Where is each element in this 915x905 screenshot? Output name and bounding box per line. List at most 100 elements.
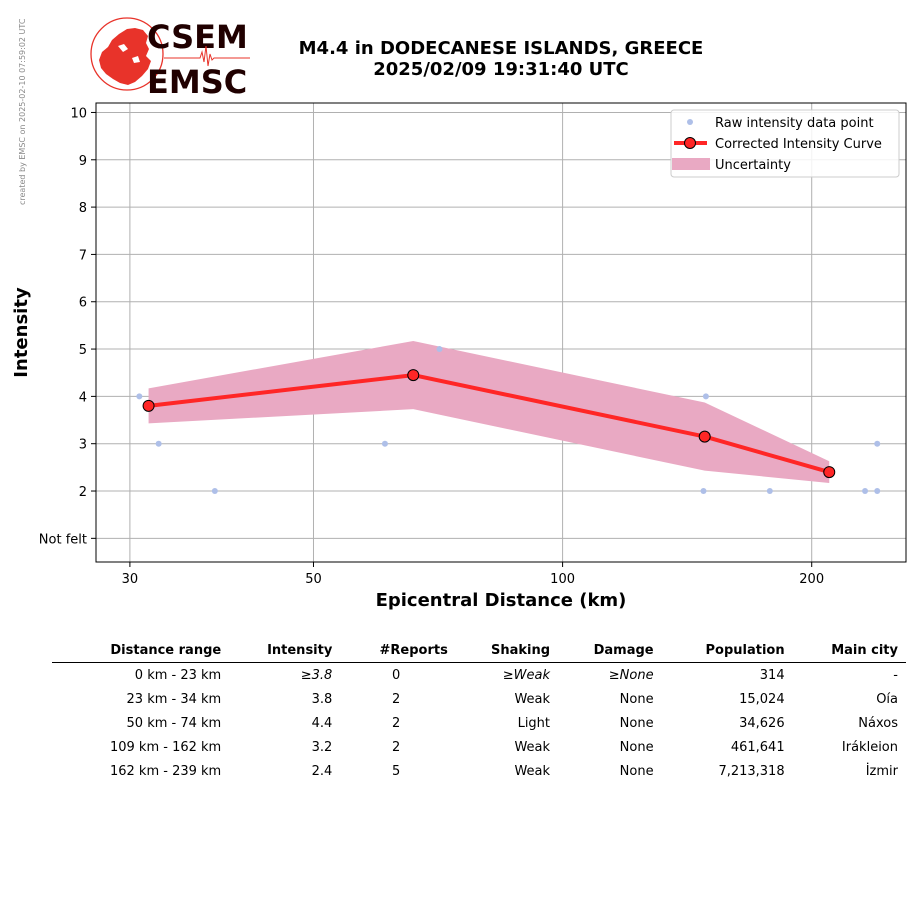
column-header-1: Intensity	[229, 640, 341, 663]
curve-point-0	[142, 399, 155, 412]
column-header-3: Shaking	[455, 640, 559, 663]
legend-box	[670, 109, 900, 178]
table-cell: 3.2	[311, 739, 333, 755]
table-cell: 2	[391, 715, 401, 731]
column-header-0: Distance range	[52, 640, 230, 663]
table-cell: Irákleion	[841, 739, 898, 755]
title-event: M4.4 in DODECANESE ISLANDS, GREECE	[298, 38, 704, 59]
table-cell: 4.4	[311, 715, 333, 731]
table-cell: ≥3.8	[300, 667, 333, 683]
logo-globe-ring	[90, 17, 164, 91]
y-tick-label-3: 3	[79, 438, 87, 453]
table-cell: 0 km - 23 km	[134, 667, 222, 683]
table-row: 0 km - 23 km ≥3.8 0 ≥Weak ≥None 314 -	[52, 663, 906, 688]
table-cell: Weak	[514, 763, 551, 779]
column-header-5: Population	[661, 640, 793, 663]
column-header-2: #Reports	[340, 640, 456, 663]
table-cell: 162 km - 239 km	[109, 763, 222, 779]
legend-curve-label: Corrected Intensity Curve	[715, 137, 882, 152]
y-tick-label-8: 8	[79, 201, 87, 216]
intensity-chart: 30 50 100 200 Not felt 2 3 4 5 6 7 8 9 10 Epicentral D…	[11, 102, 907, 611]
y-tick-label-7: 7	[79, 248, 87, 263]
table-cell: Oía	[876, 691, 898, 707]
table-cell: 7,213,318	[718, 763, 785, 779]
table-cell: ≥Weak	[502, 667, 551, 683]
legend-curve-marker	[684, 137, 696, 149]
logo-text-emsc: EMSC	[147, 63, 247, 98]
title-datetime: 2025/02/09 19:31:40 UTC	[373, 59, 629, 80]
legend-raw-label: Raw intensity data point	[715, 116, 874, 131]
x-tick-label-50: 50	[305, 572, 322, 587]
table-cell: None	[619, 763, 654, 779]
raw-point-1	[155, 440, 162, 447]
csem-emsc-logo: CSEM EMSC	[90, 17, 250, 98]
table-cell: İzmir	[865, 763, 898, 779]
legend-band-swatch	[672, 158, 710, 170]
column-header-4: Damage	[558, 640, 662, 663]
table-cell: 0	[391, 667, 401, 683]
curve-point-3	[823, 466, 836, 479]
table-cell: None	[619, 715, 654, 731]
y-axis-label: Intensity	[11, 287, 32, 378]
logo-seismogram	[164, 45, 250, 67]
y-tick-label-9: 9	[79, 154, 87, 169]
chart-title: M4.4 in DODECANESE ISLANDS, GREECE 2025/…	[270, 38, 732, 80]
table-row: 50 km - 74 km 4.4 2 Light None 34,626 Náxos	[52, 711, 906, 735]
raw-point-10	[874, 488, 881, 495]
x-tick-label-200: 200	[799, 572, 824, 587]
table-cell: None	[619, 739, 654, 755]
raw-point-3	[381, 440, 388, 447]
table-body: 0 km - 23 km ≥3.8 0 ≥Weak ≥None 314 - 23 km - 3…	[52, 663, 906, 784]
table-cell: 461,641	[730, 739, 785, 755]
raw-point-9	[874, 440, 881, 447]
raw-point-8	[862, 488, 869, 495]
raw-point-5	[702, 393, 709, 400]
raw-point-7	[766, 488, 773, 495]
table-cell: 15,024	[739, 691, 785, 707]
y-tick-label-10: 10	[70, 106, 87, 121]
y-tick-label-1: Not felt	[39, 532, 87, 547]
table-cell: 3.8	[311, 691, 333, 707]
table-cell: 50 km - 74 km	[126, 715, 222, 731]
logo-map-detail	[118, 44, 140, 63]
table-cell: 2	[391, 739, 401, 755]
table-header-row: Distance range Intensity #Reports Shaking Da…	[52, 640, 906, 663]
table-cell: 314	[759, 667, 785, 683]
table-cell: None	[619, 691, 654, 707]
table-row: 162 km - 239 km 2.4 5 Weak None 7,213,318 İzmi…	[52, 759, 906, 783]
column-header-6: Main city	[792, 640, 906, 663]
table-cell: Weak	[514, 691, 551, 707]
corrected-curve-line	[148, 373, 830, 475]
raw-point-6	[700, 488, 707, 495]
table-cell: Weak	[514, 739, 551, 755]
x-tick-label-100: 100	[550, 572, 575, 587]
plot-frame	[95, 102, 907, 563]
table-cell: 109 km - 162 km	[109, 739, 222, 755]
y-tick-label-5: 5	[79, 343, 87, 358]
y-tick-label-2: 2	[79, 485, 87, 500]
table-cell: 23 km - 34 km	[126, 691, 222, 707]
table-row: 109 km - 162 km 3.2 2 Weak None 461,641 Irákle…	[52, 735, 906, 759]
table-cell: 34,626	[739, 715, 785, 731]
legend-raw-marker	[687, 119, 693, 125]
logo-europe-map	[99, 28, 151, 85]
x-tick-label-30: 30	[122, 572, 139, 587]
y-tick-label-4: 4	[79, 390, 87, 405]
table-cell: Náxos	[858, 715, 898, 731]
table-cell: 2.4	[311, 763, 333, 779]
curve-point-1	[407, 369, 420, 382]
uncertainty-band	[148, 341, 830, 483]
raw-point-0	[136, 393, 143, 400]
table-cell: 5	[391, 763, 401, 779]
raw-point-2	[211, 488, 218, 495]
curve-point-2	[698, 430, 711, 443]
table-cell: 2	[391, 691, 401, 707]
legend-band-label: Uncertainty	[715, 158, 791, 173]
raw-point-4	[436, 346, 443, 353]
y-tick-label-6: 6	[79, 296, 87, 311]
table-cell: ≥None	[608, 667, 654, 683]
x-axis-label: Epicentral Distance (km)	[376, 590, 627, 611]
intensity-table: Distance range Intensity #Reports Shaking Da…	[52, 640, 906, 783]
table-cell: -	[893, 667, 898, 683]
table-cell: Light	[517, 715, 551, 731]
